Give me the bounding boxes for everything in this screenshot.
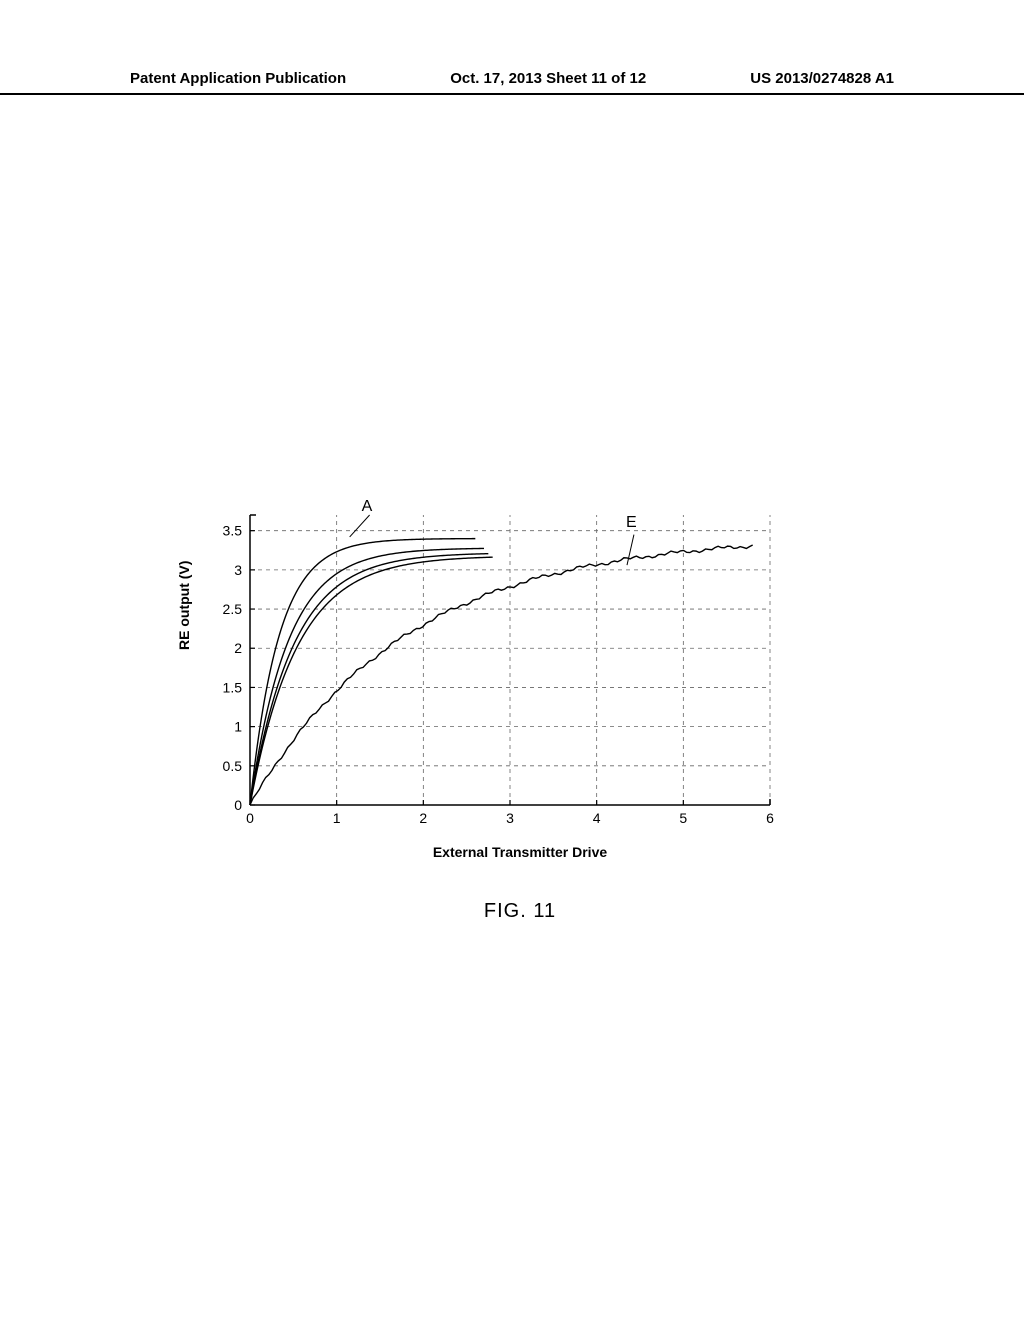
svg-text:0: 0 xyxy=(246,810,254,826)
curve-label-E: E xyxy=(626,514,637,531)
chart-container: RE output (V) 00.511.522.533.50123456AE … xyxy=(200,500,800,923)
figure-label: FIG. 11 xyxy=(200,900,800,923)
svg-text:0.5: 0.5 xyxy=(223,758,243,774)
x-axis-label: External Transmitter Drive xyxy=(200,844,800,860)
svg-text:6: 6 xyxy=(766,810,774,826)
line-chart: 0 0.5 1 1.5 2 2.5 3 3.5 0 1 2 3 4 5 6 A E xyxy=(200,500,780,840)
svg-text:2: 2 xyxy=(234,640,242,656)
page-header: Patent Application Publication Oct. 17, … xyxy=(0,70,1024,95)
svg-text:1: 1 xyxy=(234,719,242,735)
curve-A3 xyxy=(250,554,488,805)
header-right: US 2013/0274828 A1 xyxy=(750,70,894,87)
header-center: Oct. 17, 2013 Sheet 11 of 12 xyxy=(450,70,646,87)
svg-text:5: 5 xyxy=(679,810,687,826)
svg-text:3: 3 xyxy=(506,810,514,826)
header-left: Patent Application Publication xyxy=(130,70,346,87)
curve-A4 xyxy=(250,557,493,805)
svg-text:0: 0 xyxy=(234,797,242,813)
svg-text:3: 3 xyxy=(234,562,242,578)
svg-text:2: 2 xyxy=(419,810,427,826)
curve-A2 xyxy=(250,548,484,805)
svg-text:1.5: 1.5 xyxy=(223,679,243,695)
svg-text:4: 4 xyxy=(593,810,601,826)
svg-text:3.5: 3.5 xyxy=(223,523,243,539)
svg-text:1: 1 xyxy=(333,810,341,826)
y-axis-label: RE output (V) xyxy=(176,561,192,650)
curve-label-A: A xyxy=(362,500,373,515)
svg-text:2.5: 2.5 xyxy=(223,601,243,617)
